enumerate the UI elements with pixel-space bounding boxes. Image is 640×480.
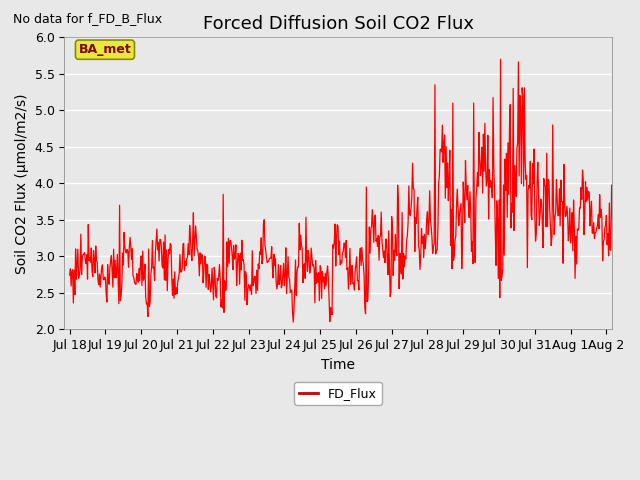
- Text: BA_met: BA_met: [79, 43, 131, 56]
- X-axis label: Time: Time: [321, 358, 355, 372]
- Legend: FD_Flux: FD_Flux: [294, 382, 382, 405]
- Y-axis label: Soil CO2 Flux (μmol/m2/s): Soil CO2 Flux (μmol/m2/s): [15, 93, 29, 274]
- Text: No data for f_FD_B_Flux: No data for f_FD_B_Flux: [13, 12, 162, 25]
- Title: Forced Diffusion Soil CO2 Flux: Forced Diffusion Soil CO2 Flux: [202, 15, 474, 33]
